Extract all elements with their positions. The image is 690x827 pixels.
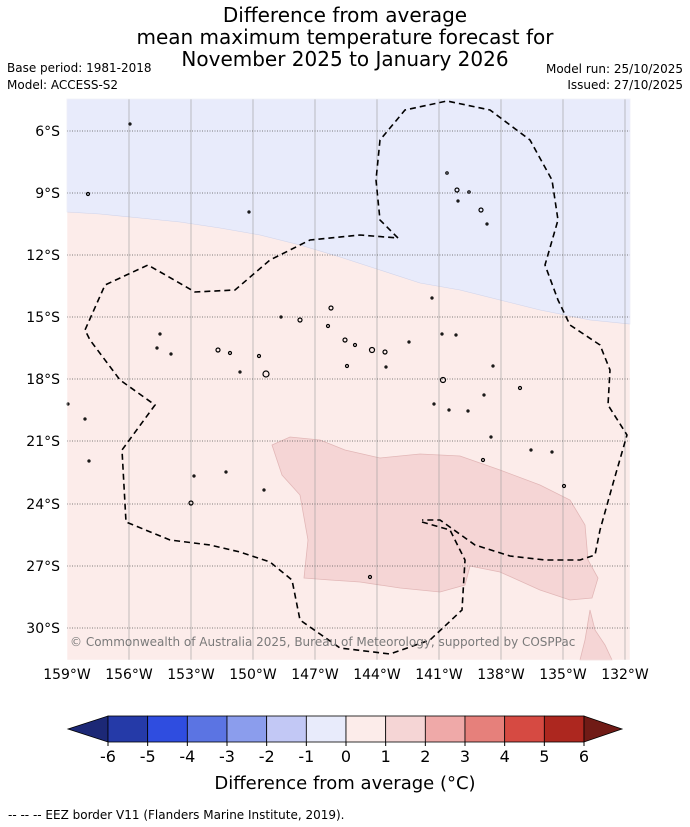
- anomaly-zone-minus1-to-0: [66, 98, 631, 325]
- model-run-date: Model run: 25/10/2025: [545, 62, 683, 76]
- colorbar-tick-label: 0: [341, 747, 351, 766]
- colorbar: -6 -5 -4 -3 -2 -1 0 1 2 3 4 5 6: [66, 715, 624, 766]
- colorbar-tick-label: -3: [219, 747, 235, 766]
- lat-label: 6°S: [35, 124, 60, 140]
- title-line-2: mean maximum temperature forecast for: [136, 25, 554, 49]
- lat-label: 21°S: [26, 434, 60, 450]
- colorbar-tick-label: -2: [259, 747, 275, 766]
- copyright-text: © Commonwealth of Australia 2025, Bureau…: [70, 635, 575, 649]
- lat-label: 15°S: [26, 310, 60, 326]
- colorbar-tick-label: 4: [500, 747, 510, 766]
- colorbar-tick-label: 5: [539, 747, 549, 766]
- lon-label: 156°W: [105, 667, 153, 683]
- colorbar-extend-low: [66, 715, 109, 743]
- base-period: Base period: 1981-2018: [7, 61, 152, 75]
- lon-label: 147°W: [291, 667, 339, 683]
- anomaly-zone-1-to-2: [271, 436, 599, 601]
- lat-label: 30°S: [26, 621, 60, 637]
- lat-label: 27°S: [26, 559, 60, 575]
- colorbar-tick-label: 1: [381, 747, 391, 766]
- colorbar-tick-label: -5: [140, 747, 156, 766]
- colorbar-cell: [504, 715, 545, 743]
- islands: [66, 122, 567, 580]
- longitude-labels: 159°W 156°W 153°W 150°W 147°W 144°W 141°…: [43, 667, 649, 683]
- colorbar-cell: [464, 715, 506, 743]
- issued-date: Issued: 27/10/2025: [567, 78, 683, 92]
- title-line-1: Difference from average: [222, 3, 468, 27]
- lon-label: 150°W: [229, 667, 277, 683]
- lon-label: 135°W: [539, 667, 587, 683]
- colorbar-cell: [345, 715, 387, 743]
- colorbar-cell: [385, 715, 426, 743]
- lon-label: 132°W: [601, 667, 649, 683]
- colorbar-cell: [226, 715, 268, 743]
- colorbar-tick-label: -1: [298, 747, 314, 766]
- lat-label: 24°S: [26, 497, 60, 513]
- colorbar-tick-label: 2: [420, 747, 430, 766]
- colorbar-cell: [543, 715, 585, 743]
- lon-label: 141°W: [415, 667, 463, 683]
- lat-label: 18°S: [26, 372, 60, 388]
- lon-label: 153°W: [167, 667, 215, 683]
- model-name: Model: ACCESS-S2: [7, 78, 119, 92]
- colorbar-cell: [266, 715, 307, 743]
- latitude-labels: 6°S 9°S 12°S 15°S 18°S 21°S 24°S 27°S 30…: [26, 124, 60, 637]
- lon-label: 144°W: [353, 667, 401, 683]
- title-line-3: November 2025 to January 2026: [181, 47, 509, 71]
- colorbar-tick-label: -6: [100, 747, 116, 766]
- colorbar-extend-high: [583, 715, 624, 743]
- colorbar-cell: [147, 715, 188, 743]
- colorbar-cell: [424, 715, 466, 743]
- lat-label: 9°S: [35, 186, 60, 202]
- eez-border: [84, 100, 628, 655]
- colorbar-title: Difference from average (°C): [214, 773, 476, 794]
- colorbar-cell: [186, 715, 228, 743]
- colorbar-tick-label: 6: [579, 747, 589, 766]
- colorbar-cell: [107, 715, 149, 743]
- lat-label: 12°S: [26, 248, 60, 264]
- lon-label: 159°W: [43, 667, 91, 683]
- colorbar-tick-label: 3: [460, 747, 470, 766]
- lon-label: 138°W: [477, 667, 525, 683]
- colorbar-cell: [305, 715, 347, 743]
- colorbar-tick-label: -4: [179, 747, 195, 766]
- eez-legend-note: -- -- -- EEZ border V11 (Flanders Marine…: [8, 808, 345, 822]
